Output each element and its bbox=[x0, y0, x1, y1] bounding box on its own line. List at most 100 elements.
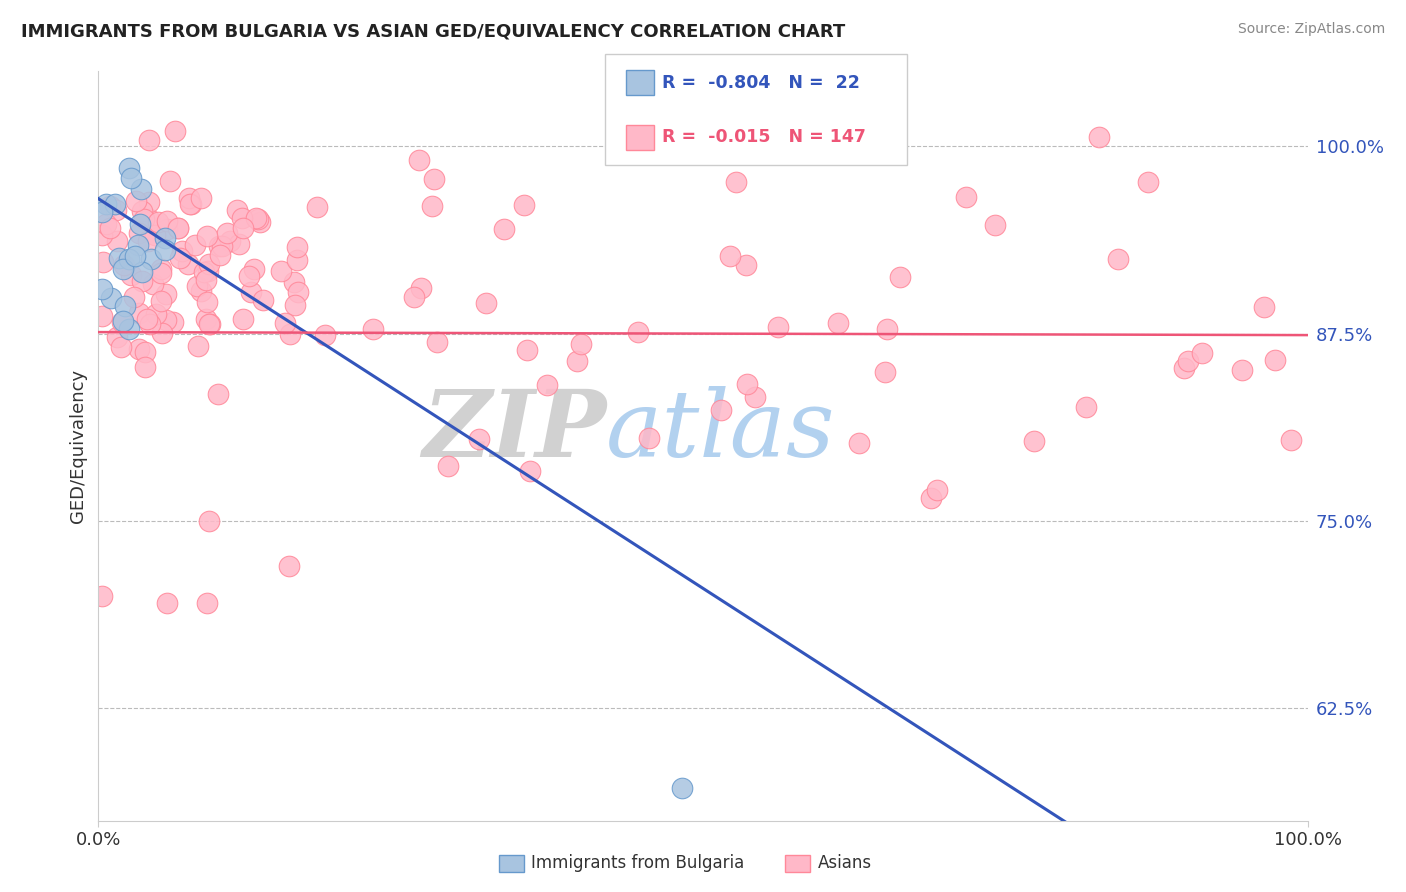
Point bbox=[166, 221, 188, 235]
Point bbox=[468, 432, 491, 446]
Text: Source: ZipAtlas.com: Source: ZipAtlas.com bbox=[1237, 22, 1385, 37]
Point bbox=[96, 217, 118, 231]
Point bbox=[408, 153, 430, 167]
Point bbox=[245, 211, 267, 225]
Point bbox=[198, 317, 221, 331]
Point bbox=[156, 222, 179, 236]
Point bbox=[172, 244, 194, 259]
Point bbox=[136, 234, 159, 248]
Point bbox=[209, 248, 232, 262]
Point bbox=[107, 251, 129, 265]
Point bbox=[197, 264, 219, 278]
Point bbox=[105, 330, 128, 344]
Point bbox=[1107, 252, 1129, 266]
Point bbox=[190, 284, 212, 298]
Point bbox=[179, 197, 201, 211]
Point bbox=[274, 316, 297, 330]
Point bbox=[91, 589, 114, 603]
Point bbox=[569, 337, 592, 351]
Text: ZIP: ZIP bbox=[422, 386, 606, 476]
Point bbox=[1230, 363, 1253, 377]
Point bbox=[150, 261, 173, 276]
Point bbox=[145, 307, 167, 321]
Point bbox=[187, 338, 209, 352]
Point bbox=[120, 268, 142, 283]
Point bbox=[198, 257, 221, 271]
Text: atlas: atlas bbox=[606, 386, 835, 476]
Point bbox=[150, 326, 173, 340]
Point bbox=[238, 268, 260, 283]
Point bbox=[117, 322, 139, 336]
Point bbox=[437, 459, 460, 474]
Point bbox=[249, 215, 271, 229]
Point bbox=[252, 293, 274, 308]
Text: IMMIGRANTS FROM BULGARIA VS ASIAN GED/EQUIVALENCY CORRELATION CHART: IMMIGRANTS FROM BULGARIA VS ASIAN GED/EQ… bbox=[21, 22, 845, 40]
Point bbox=[1136, 175, 1159, 189]
Point bbox=[1264, 352, 1286, 367]
Point bbox=[1173, 360, 1195, 375]
Point bbox=[735, 377, 758, 392]
Point bbox=[128, 306, 150, 320]
Text: Asians: Asians bbox=[818, 855, 872, 872]
Point bbox=[638, 431, 661, 445]
Point bbox=[193, 265, 215, 279]
Point bbox=[270, 264, 292, 278]
Point bbox=[112, 258, 135, 272]
Point bbox=[104, 196, 127, 211]
Point bbox=[122, 290, 145, 304]
Point bbox=[475, 295, 498, 310]
Point bbox=[671, 780, 693, 795]
Point bbox=[734, 258, 756, 272]
Point bbox=[718, 249, 741, 263]
Point bbox=[194, 273, 217, 287]
Point bbox=[927, 483, 949, 497]
Point bbox=[195, 294, 218, 309]
Point bbox=[420, 199, 443, 213]
Point bbox=[91, 205, 114, 219]
Point bbox=[114, 299, 136, 313]
Point bbox=[211, 239, 233, 253]
Point bbox=[208, 238, 231, 252]
Point bbox=[1087, 129, 1109, 144]
Point bbox=[278, 327, 301, 342]
Point bbox=[409, 281, 432, 295]
Point bbox=[156, 596, 179, 610]
Point bbox=[156, 214, 179, 228]
Point bbox=[827, 316, 849, 330]
Point bbox=[243, 261, 266, 276]
Point bbox=[129, 182, 152, 196]
Text: Immigrants from Bulgaria: Immigrants from Bulgaria bbox=[531, 855, 745, 872]
Point bbox=[307, 200, 329, 214]
Point bbox=[283, 275, 305, 289]
Point bbox=[111, 315, 134, 329]
Point bbox=[143, 227, 166, 242]
Point bbox=[110, 340, 132, 354]
Point bbox=[519, 464, 541, 478]
Point bbox=[142, 277, 165, 292]
Point bbox=[744, 390, 766, 404]
Point bbox=[131, 264, 153, 278]
Point bbox=[426, 335, 449, 350]
Point bbox=[134, 360, 156, 375]
Point bbox=[536, 378, 558, 392]
Point bbox=[139, 252, 162, 267]
Point bbox=[361, 321, 384, 335]
Point bbox=[184, 238, 207, 252]
Point bbox=[128, 217, 150, 231]
Point bbox=[195, 229, 218, 244]
Point bbox=[159, 174, 181, 188]
Point bbox=[125, 194, 148, 209]
Point bbox=[195, 596, 218, 610]
Point bbox=[135, 311, 157, 326]
Point bbox=[494, 222, 516, 236]
Point bbox=[848, 436, 870, 450]
Point bbox=[219, 234, 242, 248]
Point bbox=[105, 202, 128, 217]
Point bbox=[105, 234, 128, 248]
Point bbox=[627, 326, 650, 340]
Point bbox=[920, 491, 942, 505]
Point bbox=[91, 309, 114, 323]
Point bbox=[111, 314, 134, 328]
Point bbox=[155, 287, 177, 301]
Point bbox=[120, 170, 142, 185]
